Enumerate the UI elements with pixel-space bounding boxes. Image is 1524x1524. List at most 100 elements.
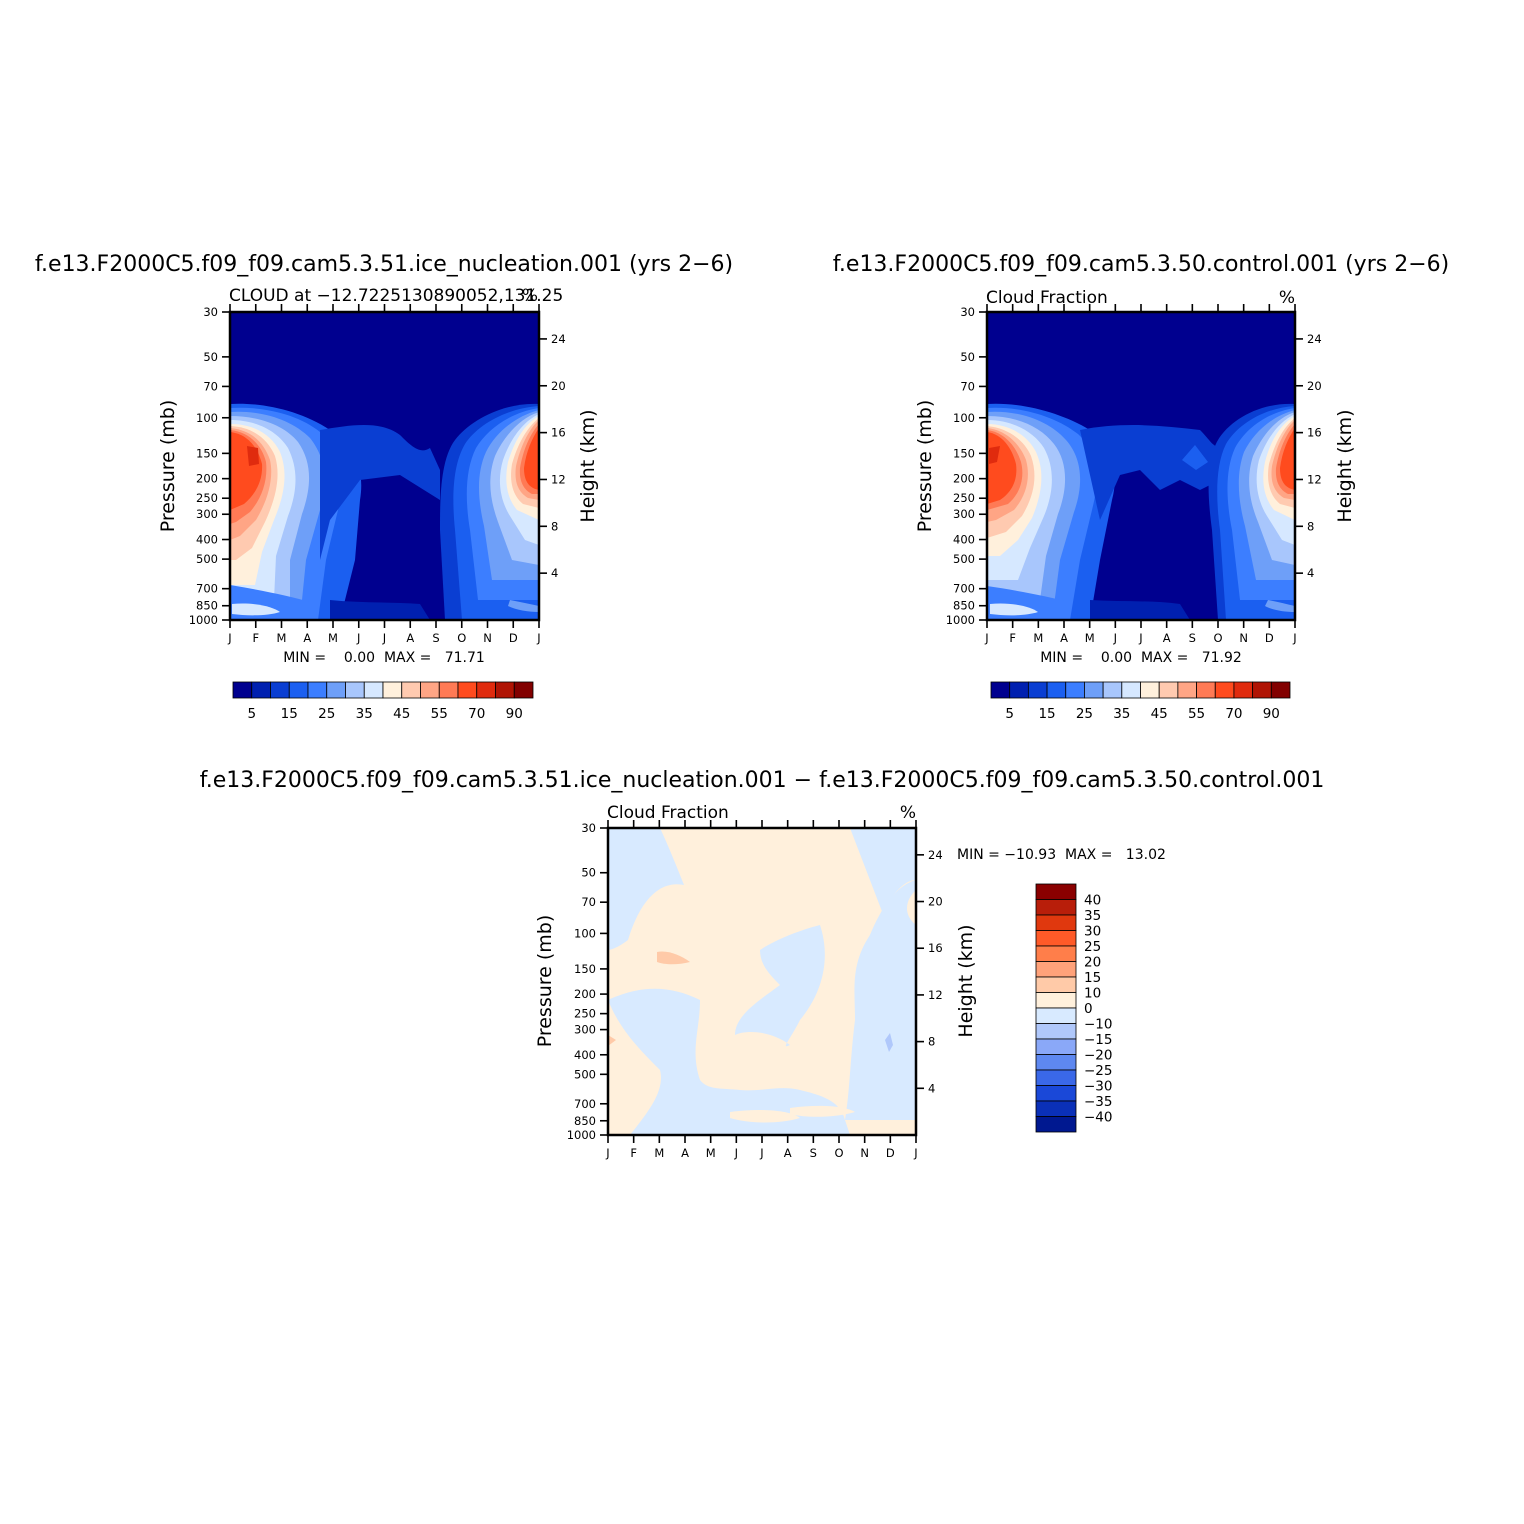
panel1-ylabel: Pressure (mb) <box>157 400 179 533</box>
colorbar-label: −35 <box>1084 1094 1113 1110</box>
panel3-title: f.e13.F2000C5.f09_f09.cam5.3.51.ice_nucl… <box>200 768 1325 793</box>
pressure-tick-label: 70 <box>960 379 975 393</box>
panel2-ylabel: Pressure (mb) <box>914 400 936 533</box>
month-tick-label: A <box>784 1146 792 1160</box>
colorbar-label: 15 <box>281 706 298 722</box>
month-tick-label: J <box>734 1146 738 1160</box>
colorbar-swatch <box>1035 1116 1077 1133</box>
colorbar-swatch <box>1252 681 1272 699</box>
panel1-stats: MIN = 0.00 MAX = 71.71 <box>283 650 485 666</box>
colorbar-label: −10 <box>1084 1017 1113 1033</box>
height-tick-label: 4 <box>928 1081 935 1095</box>
height-tick-label: 20 <box>551 379 566 393</box>
pressure-tick-label: 700 <box>574 1097 596 1111</box>
colorbar-label: 45 <box>1151 706 1168 722</box>
panel2-contours <box>987 312 1295 620</box>
colorbar-swatch <box>401 681 421 699</box>
colorbar-label: 55 <box>1188 706 1205 722</box>
pressure-tick-label: 100 <box>574 926 596 940</box>
pressure-tick-label: 30 <box>203 305 218 319</box>
colorbar-label: 25 <box>1076 706 1093 722</box>
month-tick-label: O <box>1213 631 1222 645</box>
colorbar-swatch <box>513 681 534 699</box>
panel3-units: % <box>900 803 916 823</box>
colorbar-swatch <box>1196 681 1216 699</box>
panel1-contours <box>230 312 539 620</box>
panel1-subtitle: CLOUD at −12.7225130890052,131.25 <box>229 286 563 306</box>
month-tick-label: J <box>536 631 540 645</box>
colorbar-label: 90 <box>1263 706 1280 722</box>
colorbar-swatch <box>1270 681 1291 699</box>
pressure-tick-label: 200 <box>196 472 218 486</box>
month-tick-label: F <box>252 631 259 645</box>
colorbar-label: 10 <box>1084 986 1101 1002</box>
month-tick-label: A <box>1163 631 1171 645</box>
panel2-ylabel-right: Height (km) <box>1334 409 1356 522</box>
colorbar-swatch <box>1035 1023 1077 1040</box>
height-tick-label: 8 <box>928 1035 935 1049</box>
colorbar-label: 0 <box>1084 1001 1093 1017</box>
colorbar-label: 30 <box>1084 924 1101 940</box>
month-tick-label: M <box>706 1146 716 1160</box>
colorbar-swatch <box>1121 681 1141 699</box>
colorbar-label: 35 <box>356 706 373 722</box>
colorbar-swatch <box>1035 1038 1077 1055</box>
colorbar-swatch <box>1027 681 1048 699</box>
pressure-tick-label: 50 <box>581 866 596 880</box>
colorbar-label: −40 <box>1084 1110 1113 1126</box>
pressure-tick-label: 250 <box>574 1007 596 1021</box>
pressure-tick-label: 1000 <box>189 613 218 627</box>
pressure-tick-label: 300 <box>953 507 975 521</box>
pressure-tick-label: 500 <box>574 1067 596 1081</box>
pressure-tick-label: 300 <box>196 507 218 521</box>
colorbar-swatch <box>1102 681 1123 699</box>
colorbar-swatch <box>1214 681 1235 699</box>
month-tick-label: J <box>605 1146 609 1160</box>
month-tick-label: A <box>303 631 311 645</box>
height-tick-label: 16 <box>928 941 943 955</box>
colorbar-swatch <box>1009 681 1029 699</box>
colorbar-swatch <box>420 681 440 699</box>
pressure-tick-label: 150 <box>196 446 218 460</box>
month-tick-label: O <box>834 1146 843 1160</box>
pressure-tick-label: 850 <box>196 599 218 613</box>
colorbar-swatch <box>1084 681 1104 699</box>
pressure-tick-label: 100 <box>196 411 218 425</box>
month-tick-label: J <box>1113 631 1117 645</box>
colorbar-swatch <box>1140 681 1160 699</box>
colorbar-swatch <box>438 681 459 699</box>
colorbar-label: 55 <box>431 706 448 722</box>
panel2-colorbar: 5 15 25 35 45 55 70 90 <box>990 681 1291 722</box>
colorbar-swatch <box>1035 1069 1077 1086</box>
colorbar-label: 90 <box>506 706 523 722</box>
colorbar-swatch <box>251 681 271 699</box>
month-tick-label: J <box>913 1146 917 1160</box>
colorbar-swatch <box>1035 899 1077 916</box>
colorbar-label: 15 <box>1038 706 1055 722</box>
height-tick-label: 4 <box>551 566 558 580</box>
colorbar-label: 70 <box>1225 706 1242 722</box>
colorbar-label: 25 <box>1084 939 1101 955</box>
month-tick-label: S <box>810 1146 817 1160</box>
panel1-units: % <box>522 286 538 306</box>
month-tick-label: J <box>759 1146 763 1160</box>
panel1-colorbar: 5 15 25 35 45 55 70 90 <box>232 681 534 722</box>
height-tick-label: 8 <box>1307 519 1314 533</box>
month-tick-label: J <box>227 631 231 645</box>
pressure-tick-label: 850 <box>953 599 975 613</box>
month-tick-label: D <box>886 1146 895 1160</box>
month-tick-label: S <box>432 631 439 645</box>
panel1-title: f.e13.F2000C5.f09_f09.cam5.3.51.ice_nucl… <box>35 252 733 277</box>
colorbar-label: 5 <box>247 706 256 722</box>
month-tick-label: F <box>630 1146 637 1160</box>
colorbar-swatch <box>1158 681 1179 699</box>
colorbar-swatch <box>1035 1085 1077 1102</box>
panel2-subtitle: Cloud Fraction <box>986 288 1108 308</box>
month-tick-label: N <box>483 631 492 645</box>
colorbar-swatch <box>1233 681 1254 699</box>
colorbar-label: 45 <box>393 706 410 722</box>
height-tick-label: 4 <box>1307 566 1314 580</box>
colorbar-swatch <box>1035 930 1077 947</box>
